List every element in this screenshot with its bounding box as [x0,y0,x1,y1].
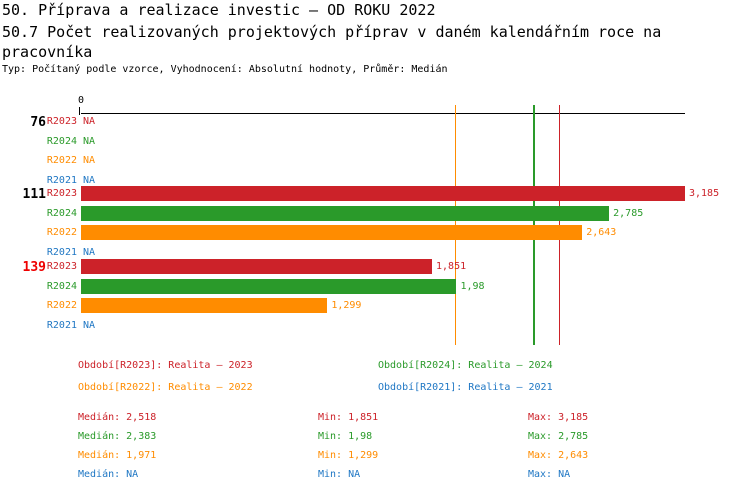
bar-value-label-r2024-139: 1,98 [460,280,485,292]
x-axis-line [81,113,685,114]
stat-median-row-2: Medián: 2,383 [78,431,157,442]
stat-min-row-3: Min: 1,299 [318,450,379,461]
series-label-r2024-111: R2024 [46,207,77,219]
stat-max-row-4: Max: NA [528,469,571,480]
stat-min-row-1: Min: 1,851 [318,412,379,423]
stat-median-row-4: Medián: NA [78,469,139,480]
series-label-r2022-76: R2022 [46,155,77,166]
stat-median-row-3: Medián: 1,971 [78,450,157,461]
page-subtitle-heading: 50.7 Počet realizovaných projektových př… [2,22,750,62]
series-label-r2021-76: R2021 [46,174,77,186]
page-title: 50. Příprava a realizace investic – OD R… [2,1,436,19]
series-label-r2022-111: R2022 [46,227,77,238]
series-label-r2023-76: R2023 [46,116,77,127]
bar-na-r2021-76: NA [83,174,96,186]
series-label-r2024-76: R2024 [46,135,77,147]
bar-r2024-139[interactable] [81,278,457,294]
group-label-76: 76 [30,115,46,130]
bar-na-r2023-76: NA [83,116,96,127]
chart-legend: Období[R2023]: Realita – 2023 Období[R202… [0,360,750,400]
bar-value-label-r2022-111: 2,643 [586,227,617,238]
series-label-r2023-139: R2023 [46,261,77,272]
series-label-r2021-111: R2021 [46,246,77,258]
page-title-line2: 50.7 Počet realizovaných projektových př… [2,23,662,61]
series-label-r2024-139: R2024 [46,280,77,292]
page-title-line3: íka [65,43,93,61]
bar-na-r2021-111: NA [83,246,96,258]
series-label-r2021-139: R2021 [46,319,77,331]
stat-max-row-1: Max: 3,185 [528,412,589,423]
stat-min-row-4: Min: NA [318,469,361,480]
stat-median-row-1: Medián: 2,518 [78,412,157,423]
stat-max-row-3: Max: 2,643 [528,450,589,461]
legend-item-4[interactable]: Období[R2021]: Realita – 2021 [378,382,553,393]
stat-min-row-2: Min: 1,98 [318,431,373,442]
x-axis-tick-label-0: 0 [77,95,85,106]
x-axis-tick-zero [79,107,80,115]
bar-r2022-111[interactable] [81,225,583,240]
bar-value-label-r2022-139: 1,299 [331,300,362,311]
chart-plot-area: 0 76 R2023 NA R2024 NA R2022 NA R2021 NA 111 R2023… [0,95,750,345]
group-label-111: 111 [22,187,46,202]
stat-max-row-2: Max: 2,785 [528,431,589,442]
bar-r2023-111[interactable] [81,186,685,201]
bar-r2024-111[interactable] [81,205,610,221]
legend-item-2[interactable]: Období[R2024]: Realita – 2024 [378,360,553,371]
bar-r2023-139[interactable] [81,259,433,274]
group-label-139: 139 [22,260,46,275]
bar-na-r2021-139: NA [83,319,96,331]
bar-value-label-r2023-111: 3,185 [689,188,720,199]
bar-value-label-r2023-139: 1,851 [436,261,467,272]
series-label-r2023-111: R2023 [46,188,77,199]
bar-na-r2022-76: NA [83,155,96,166]
legend-item-1[interactable]: Období[R2023]: Realita – 2023 [78,360,253,371]
chart-meta-info: Typ: Počítaný podle vzorce, Vyhodnocení:… [2,64,448,75]
legend-item-3[interactable]: Období[R2022]: Realita – 2022 [78,382,253,393]
bar-r2022-139[interactable] [81,298,328,313]
bar-na-r2024-76: NA [83,135,96,147]
series-label-r2022-139: R2022 [46,300,77,311]
bar-value-label-r2024-111: 2,785 [613,207,644,219]
